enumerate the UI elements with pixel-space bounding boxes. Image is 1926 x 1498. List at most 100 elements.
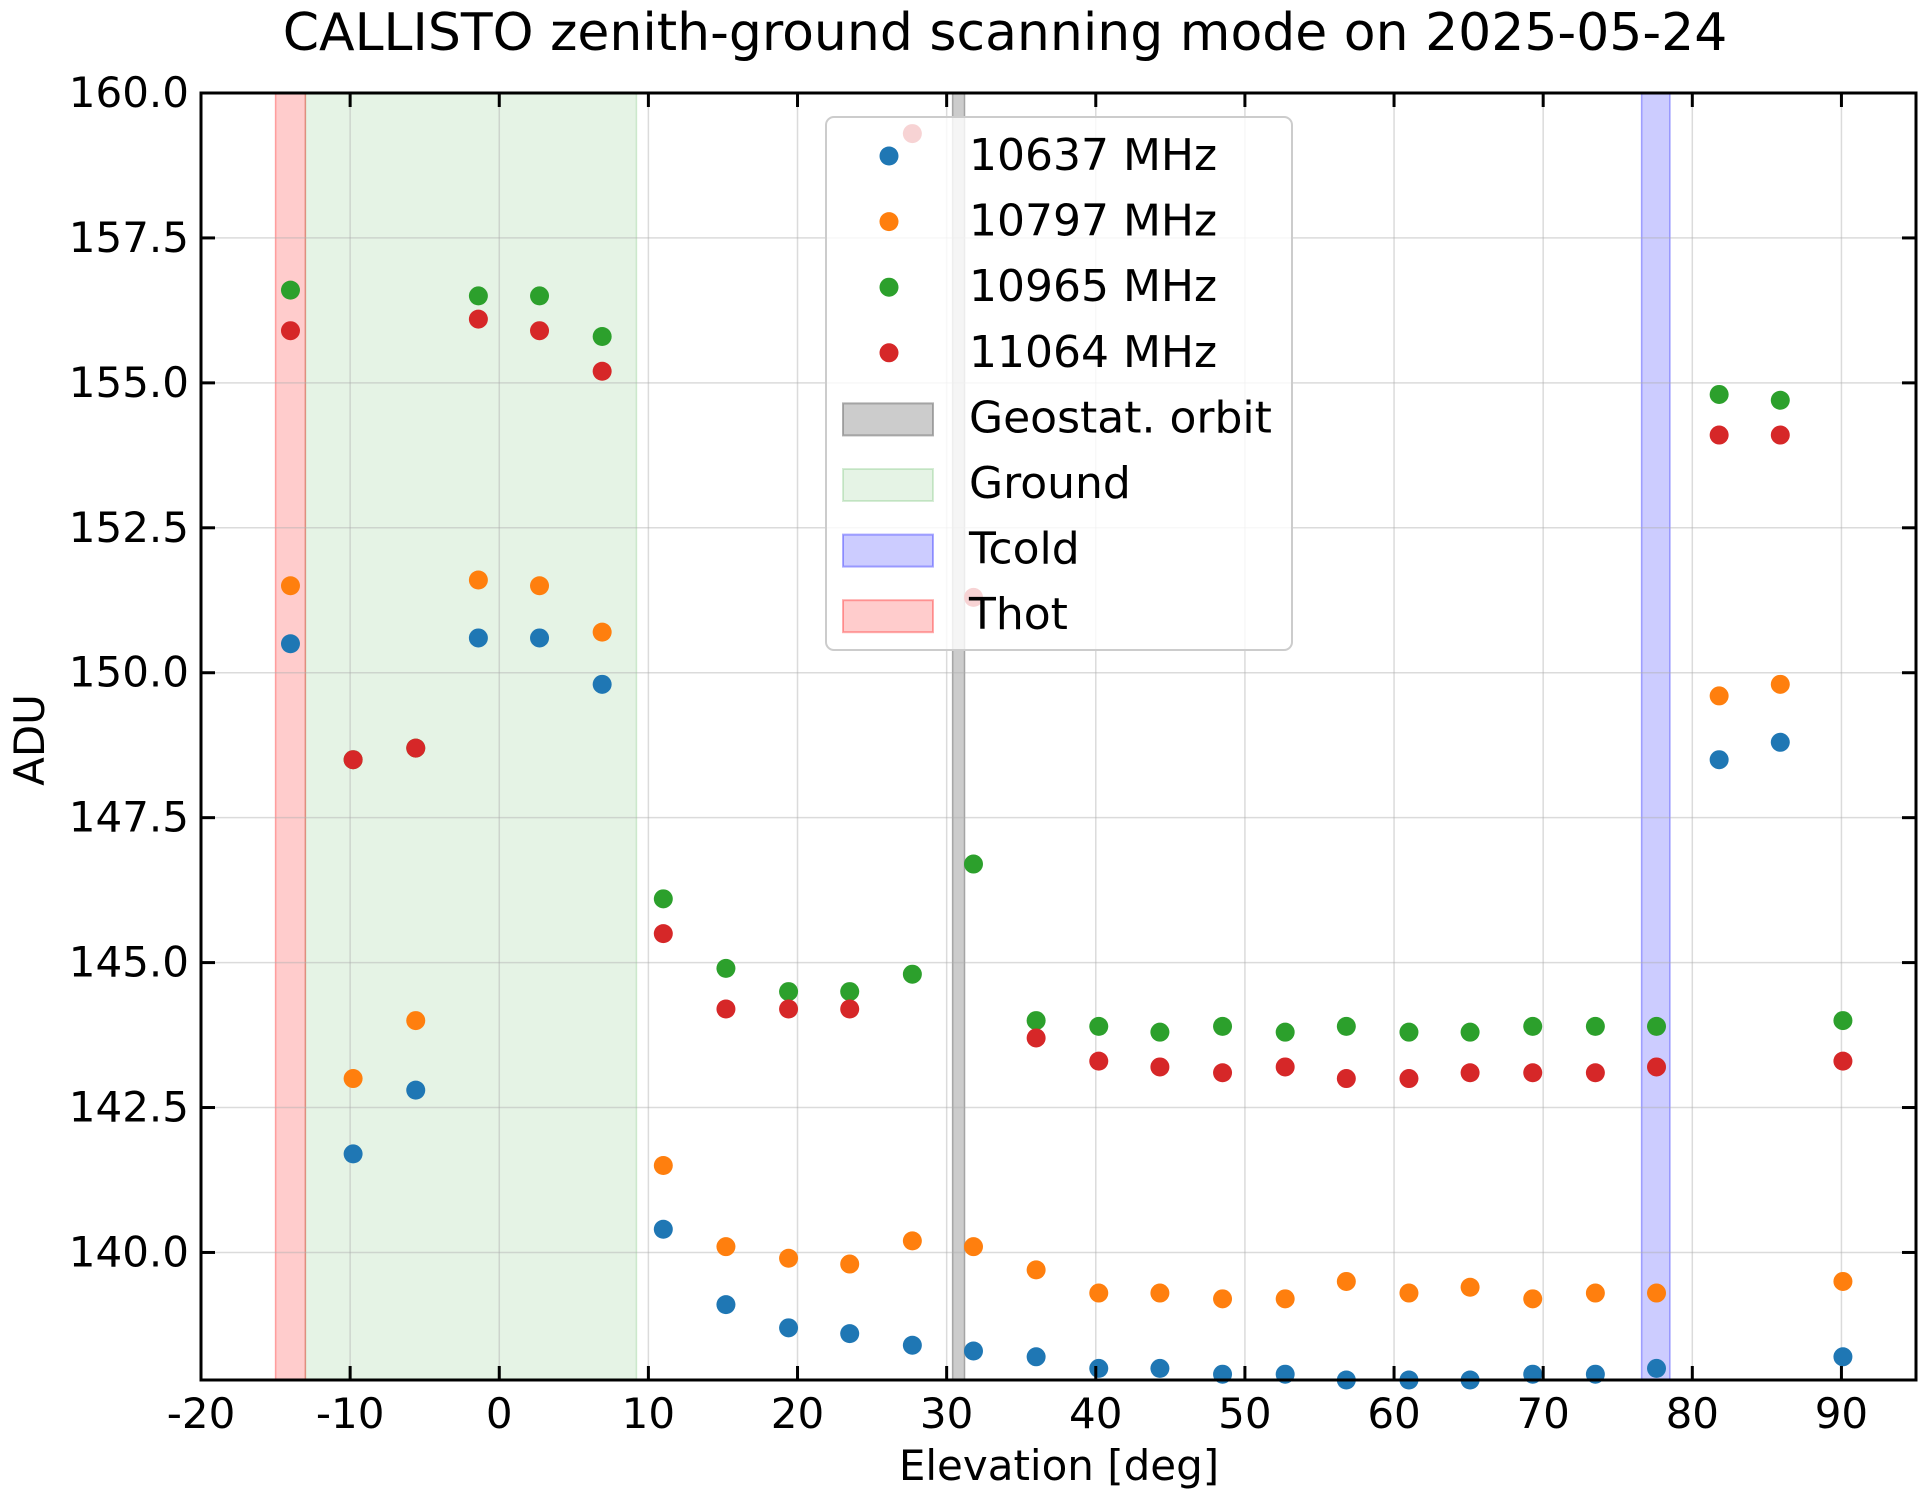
legend-marker (879, 343, 899, 363)
legend-box (825, 116, 1293, 651)
data-point-1 (902, 1335, 922, 1355)
data-point-4 (1213, 1063, 1233, 1083)
data-point-2 (343, 1069, 363, 1089)
data-point-1 (716, 1295, 736, 1315)
data-point-3 (1275, 1022, 1295, 1042)
legend-label: 10637 MHz (969, 130, 1217, 181)
legend-label: Tcold (968, 524, 1080, 575)
legend-patch (842, 599, 934, 634)
data-point-2 (1336, 1271, 1356, 1291)
legend-patch (842, 402, 934, 437)
data-point-1 (468, 628, 488, 648)
x-tick-label: 40 (1069, 1389, 1122, 1438)
x-tick-label: 0 (486, 1389, 513, 1438)
data-point-2 (716, 1237, 736, 1257)
legend-marker (879, 277, 899, 297)
y-tick-label: 157.5 (69, 213, 189, 262)
x-tick-label: 20 (771, 1389, 824, 1438)
data-point-3 (1833, 1011, 1853, 1031)
x-tick-label: 30 (920, 1389, 973, 1438)
legend-label: Ground (969, 458, 1131, 509)
data-point-2 (779, 1248, 799, 1268)
data-point-4 (1150, 1057, 1170, 1077)
y-tick-label: 142.5 (69, 1083, 189, 1132)
legend-label: 11064 MHz (969, 327, 1217, 378)
y-tick-label: 152.5 (69, 503, 189, 552)
data-point-3 (1336, 1016, 1356, 1036)
data-point-3 (468, 286, 488, 306)
data-point-2 (592, 622, 612, 642)
x-tick-label: 10 (622, 1389, 675, 1438)
data-point-1 (779, 1318, 799, 1338)
data-point-1 (280, 634, 300, 654)
data-point-1 (1647, 1358, 1667, 1378)
data-point-2 (1770, 674, 1790, 694)
data-point-3 (1150, 1022, 1170, 1042)
data-point-2 (653, 1156, 673, 1175)
data-point-2 (1213, 1289, 1233, 1309)
data-point-2 (1647, 1283, 1667, 1303)
data-point-4 (1770, 425, 1790, 445)
legend-patch (842, 533, 934, 568)
data-point-4 (468, 309, 488, 329)
data-point-4 (653, 924, 673, 944)
data-point-2 (902, 1231, 922, 1251)
data-point-3 (779, 982, 799, 1002)
data-point-1 (406, 1080, 426, 1100)
data-point-1 (1150, 1358, 1170, 1378)
data-point-4 (530, 321, 550, 341)
data-point-4 (716, 999, 736, 1019)
data-point-4 (1026, 1028, 1046, 1048)
legend-label: 10797 MHz (969, 196, 1217, 247)
y-tick-label: 147.5 (69, 793, 189, 842)
data-point-2 (406, 1011, 426, 1031)
data-point-3 (963, 854, 983, 874)
data-point-4 (1523, 1063, 1543, 1083)
data-point-3 (530, 286, 550, 306)
data-point-1 (343, 1144, 363, 1164)
chart-title: CALLISTO zenith-ground scanning mode on … (283, 3, 1728, 63)
y-axis-label: ADU (5, 694, 54, 786)
data-point-2 (530, 576, 550, 596)
data-point-1 (1709, 750, 1729, 770)
data-point-3 (840, 982, 860, 1002)
x-tick-label: 80 (1666, 1389, 1719, 1438)
data-point-2 (1150, 1283, 1170, 1303)
span-ground (304, 92, 638, 1381)
data-point-4 (592, 361, 612, 381)
x-tick-label: 50 (1218, 1389, 1271, 1438)
x-tick-label: -10 (316, 1389, 385, 1438)
data-point-2 (840, 1254, 860, 1274)
data-point-4 (1709, 425, 1729, 445)
data-point-4 (779, 999, 799, 1019)
legend-patch (842, 468, 934, 502)
data-point-1 (653, 1219, 673, 1239)
data-point-2 (1399, 1283, 1419, 1303)
data-point-2 (1833, 1271, 1853, 1291)
data-point-2 (1275, 1289, 1295, 1309)
data-point-4 (1399, 1069, 1419, 1089)
data-point-3 (902, 964, 922, 984)
plot-frame (199, 91, 1918, 1382)
data-point-1 (1089, 1358, 1109, 1378)
data-point-2 (963, 1237, 983, 1257)
legend-marker (879, 146, 899, 166)
data-point-4 (1089, 1051, 1109, 1071)
data-point-3 (1213, 1016, 1233, 1036)
data-point-4 (406, 738, 426, 758)
data-point-3 (1523, 1016, 1543, 1036)
points-layer (280, 124, 1853, 1390)
legend-marker (879, 212, 899, 232)
data-point-4 (1275, 1057, 1295, 1077)
data-point-1 (592, 674, 612, 694)
legend-label: Geostat. orbit (969, 392, 1272, 443)
ticks-layer: -20 -10 0 10 20 30 40 50 60 70 80 90 140.0 142.5 145.0… (69, 68, 1916, 1438)
data-point-3 (1399, 1022, 1419, 1042)
y-tick-label: 160.0 (69, 68, 189, 117)
data-point-1 (1770, 732, 1790, 752)
data-point-3 (653, 889, 673, 909)
data-point-4 (343, 750, 363, 770)
data-point-3 (1709, 384, 1729, 404)
data-point-2 (1026, 1260, 1046, 1280)
